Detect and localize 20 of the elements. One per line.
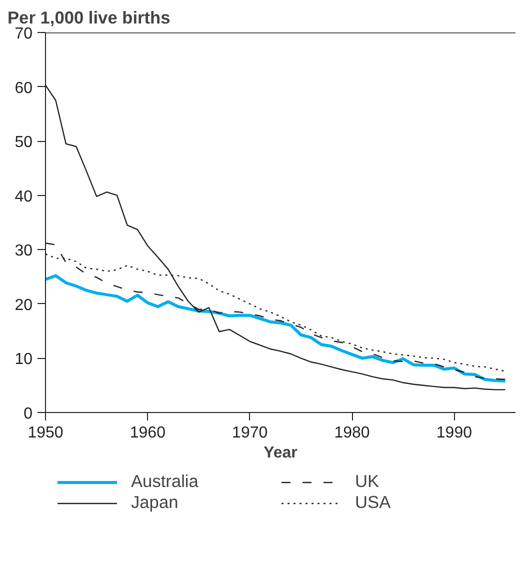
y-tick-label: 10 xyxy=(14,351,33,368)
legend-label: USA xyxy=(355,492,392,513)
x-tick-label: 1990 xyxy=(436,424,472,442)
y-tick-label: 70 xyxy=(14,26,33,42)
y-tick-label: 0 xyxy=(24,406,33,422)
legend-label: Australia xyxy=(131,471,200,492)
x-tick-label: 1960 xyxy=(130,424,166,442)
y-tick-label: 30 xyxy=(14,242,33,260)
legend-label: Japan xyxy=(131,492,180,513)
line-series xyxy=(46,274,507,383)
y-tick-label: 20 xyxy=(14,296,33,314)
x-axis-title: Year xyxy=(264,444,298,462)
y-tick-label: 60 xyxy=(14,80,33,97)
y-tick-label: 50 xyxy=(14,134,33,152)
x-tick-label: 1950 xyxy=(28,424,64,442)
x-tick-label: 1980 xyxy=(334,424,370,442)
y-tick-label: 40 xyxy=(14,188,33,206)
y-axis-title: Per 1,000 live births xyxy=(8,8,170,28)
legend-label: UK xyxy=(355,471,380,492)
x-tick-label: 1970 xyxy=(232,424,268,442)
